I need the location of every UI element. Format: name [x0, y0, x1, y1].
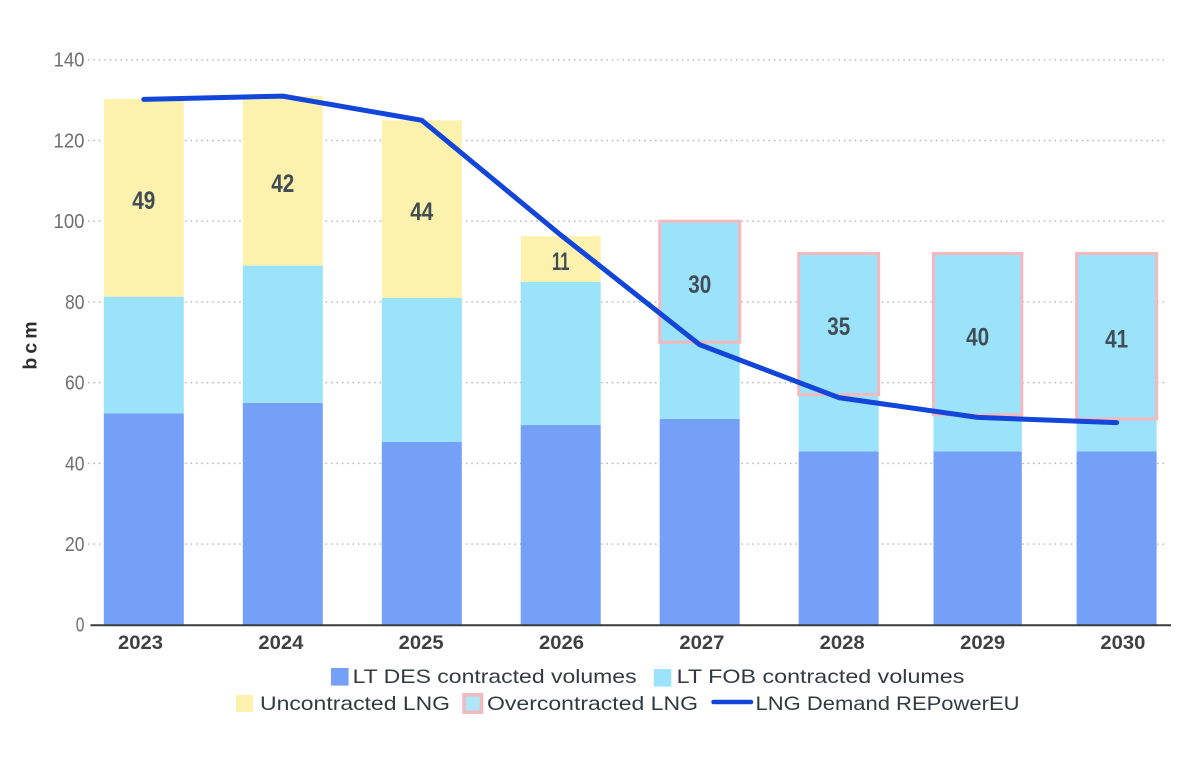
svg-text:2024: 2024	[258, 632, 303, 654]
svg-text:140: 140	[54, 49, 85, 72]
svg-text:LNG Demand REPowerEU: LNG Demand REPowerEU	[756, 693, 1020, 715]
svg-text:Uncontracted LNG: Uncontracted LNG	[260, 693, 450, 715]
svg-text:bcm: bcm	[20, 317, 42, 369]
svg-text:2029: 2029	[960, 632, 1005, 654]
svg-text:11: 11	[552, 249, 570, 276]
svg-text:60: 60	[65, 372, 85, 395]
svg-text:LT DES contracted volumes: LT DES contracted volumes	[353, 666, 637, 688]
svg-text:2030: 2030	[1100, 632, 1145, 654]
svg-text:2025: 2025	[399, 632, 444, 654]
svg-text:2028: 2028	[820, 632, 865, 654]
svg-text:44: 44	[410, 199, 433, 226]
svg-text:42: 42	[271, 171, 294, 198]
svg-text:35: 35	[827, 314, 850, 341]
svg-text:2026: 2026	[539, 632, 584, 654]
svg-text:100: 100	[54, 210, 85, 233]
svg-text:40: 40	[966, 324, 989, 351]
svg-text:0: 0	[76, 614, 85, 637]
svg-text:40: 40	[65, 452, 85, 475]
svg-text:20: 20	[65, 533, 85, 556]
svg-text:80: 80	[65, 291, 85, 314]
svg-text:120: 120	[54, 129, 85, 152]
svg-text:Overcontracted LNG: Overcontracted LNG	[487, 693, 698, 715]
svg-text:LT FOB contracted volumes: LT FOB contracted volumes	[677, 666, 965, 688]
svg-text:2023: 2023	[118, 632, 163, 654]
svg-text:30: 30	[688, 272, 711, 299]
svg-text:41: 41	[1105, 326, 1128, 353]
svg-text:49: 49	[132, 188, 155, 215]
svg-text:2027: 2027	[679, 632, 724, 654]
